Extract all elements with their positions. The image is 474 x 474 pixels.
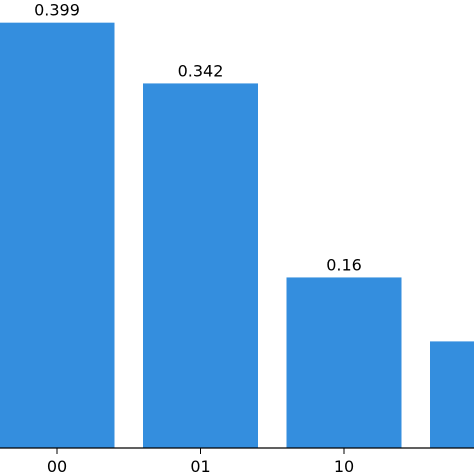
x-tick-label-00: 00 bbox=[47, 457, 67, 474]
value-label-01: 0.342 bbox=[178, 61, 224, 80]
x-tick-label-10: 10 bbox=[334, 457, 354, 474]
bar-11 bbox=[430, 341, 474, 448]
x-ticks-group: 00011011 bbox=[47, 448, 354, 474]
x-tick-label-01: 01 bbox=[190, 457, 210, 474]
value-label-10: 0.16 bbox=[326, 255, 362, 274]
bar-00 bbox=[0, 22, 115, 448]
bar-01 bbox=[143, 83, 258, 448]
bars-group bbox=[0, 22, 474, 448]
bar-10 bbox=[286, 277, 402, 448]
value-labels-group: 0.399 0.342 0.16 bbox=[34, 1, 362, 275]
value-label-00: 0.399 bbox=[34, 1, 80, 20]
